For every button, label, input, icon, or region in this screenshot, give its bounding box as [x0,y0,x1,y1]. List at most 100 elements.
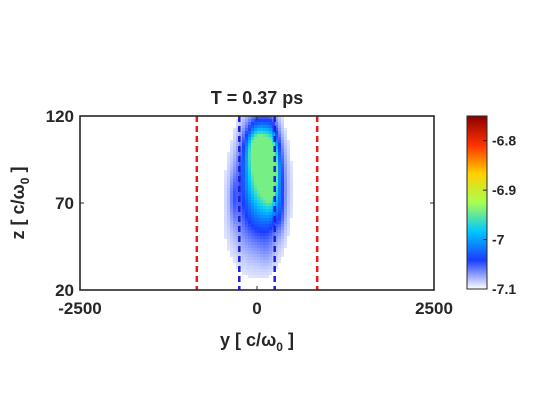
heatmap-cell [278,170,281,173]
heatmap-cell [266,128,269,131]
heatmap-cell [230,239,233,242]
heatmap-cell [287,218,290,221]
heatmap-cell [284,230,287,233]
heatmap-cell [248,224,251,227]
heatmap-cell [281,245,284,248]
heatmap-cell [254,161,257,164]
heatmap-cell [260,161,263,164]
heatmap-cell [257,227,260,230]
heatmap-cell [251,266,254,269]
heatmap-cell [275,140,278,143]
heatmap-cell [275,131,278,134]
heatmap-cell [245,245,248,248]
heatmap-cell [260,266,263,269]
heatmap-cell [251,254,254,257]
heatmap-cell [275,122,278,125]
heatmap-cell [263,146,266,149]
heatmap-cell [272,182,275,185]
heatmap-cell [266,173,269,176]
heatmap-cell [278,152,281,155]
heatmap-cell [266,257,269,260]
heatmap-cell [233,221,236,224]
heatmap-cell [257,173,260,176]
heatmap-cell [281,164,284,167]
heatmap-cell [239,224,242,227]
heatmap-cell [248,173,251,176]
heatmap-cell [242,143,245,146]
heatmap-cell [269,263,272,266]
x-axis-label: y [ c/ω0 ] [220,330,294,354]
heatmap-cell [239,242,242,245]
heatmap-cell [248,167,251,170]
heatmap-cell [272,242,275,245]
heatmap-cell [275,197,278,200]
heatmap-cell [269,131,272,134]
heatmap-cell [284,197,287,200]
heatmap-cell [254,239,257,242]
heatmap-cell [248,248,251,251]
heatmap-cell [251,212,254,215]
heatmap-cell [281,215,284,218]
heatmap-cell [269,221,272,224]
heatmap-cell [263,131,266,134]
heatmap-cell [248,185,251,188]
heatmap-cell [263,206,266,209]
heatmap-cell [251,176,254,179]
heatmap-cell [266,170,269,173]
heatmap-cell [263,269,266,272]
heatmap-cell [260,125,263,128]
heatmap-cell [260,143,263,146]
heatmap-cell [248,143,251,146]
heatmap-cell [278,128,281,131]
heatmap-cell [245,248,248,251]
heatmap-cell [233,230,236,233]
heatmap-cell [278,116,281,119]
heatmap-cell [254,251,257,254]
heatmap-cell [275,164,278,167]
heatmap-cell [242,215,245,218]
heatmap-cell [281,131,284,134]
heatmap-cell [251,191,254,194]
heatmap-cell [257,266,260,269]
heatmap-cell [242,245,245,248]
heatmap-cell [251,155,254,158]
heatmap-cell [242,128,245,131]
heatmap-cell [260,185,263,188]
heatmap-cell [230,170,233,173]
heatmap-cell [266,248,269,251]
heatmap-cell [242,173,245,176]
heatmap-cell [233,209,236,212]
heatmap-cell [254,257,257,260]
heatmap-cell [233,188,236,191]
heatmap-cell [260,146,263,149]
heatmap-cell [251,173,254,176]
heatmap-cell [269,248,272,251]
heatmap-cell [236,137,239,140]
heatmap-cell [254,272,257,275]
heatmap-cell [248,227,251,230]
heatmap-cell [251,242,254,245]
heatmap-cell [287,158,290,161]
heatmap-cell [245,194,248,197]
heatmap-cell [266,203,269,206]
heatmap-cell [275,191,278,194]
heatmap-cell [227,239,230,242]
heatmap-cell [257,239,260,242]
heatmap-cell [251,239,254,242]
heatmap-cell [254,212,257,215]
heatmap-cell [245,143,248,146]
heatmap-cell [257,155,260,158]
heatmap-cell [254,191,257,194]
heatmap-cell [269,269,272,272]
heatmap-cell [224,200,227,203]
heatmap-cell [257,245,260,248]
heatmap-cell [233,134,236,137]
heatmap-cell [269,173,272,176]
heatmap-cell [233,254,236,257]
heatmap-cell [227,209,230,212]
heatmap-cell [269,167,272,170]
x-tick-label: -2500 [58,299,101,318]
heatmap-cell [245,131,248,134]
heatmap-cell [263,194,266,197]
heatmap-cell [269,239,272,242]
